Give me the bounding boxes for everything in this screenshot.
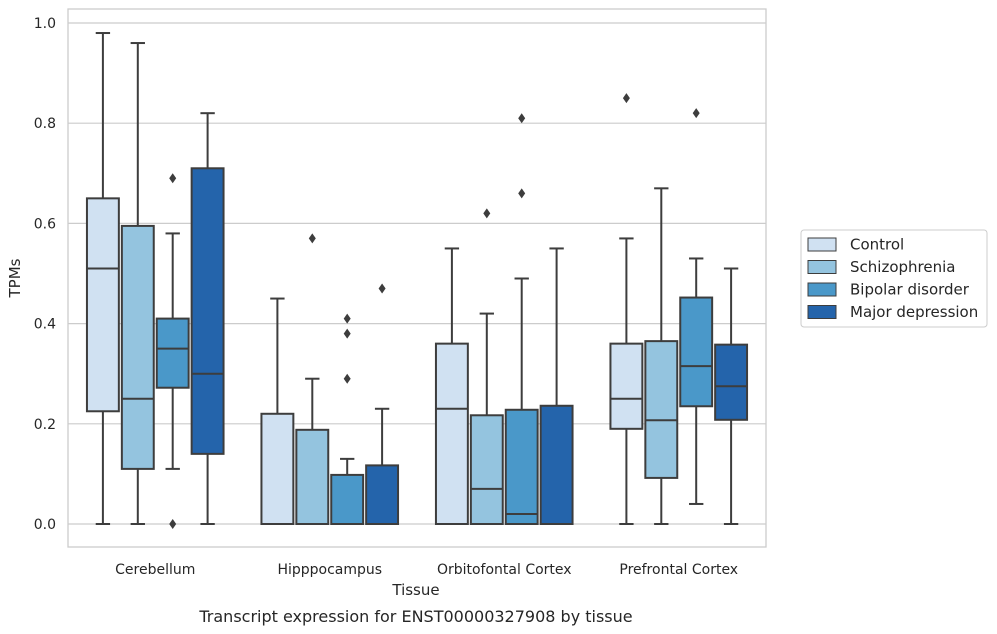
x-tick-label: Prefrontal Cortex — [619, 562, 738, 578]
outlier-marker — [343, 373, 351, 384]
outlier-marker — [343, 313, 351, 324]
box-iqr — [434, 342, 469, 526]
y-tick-label: 0.8 — [34, 116, 56, 132]
box-iqr — [504, 408, 539, 525]
box-iqr — [609, 342, 644, 430]
y-tick-label: 1.0 — [34, 16, 56, 32]
x-tick-labels: Cerebellum Hipppocampus Orbitofontal Corte… — [115, 562, 738, 578]
box-schizophrenia — [120, 42, 155, 525]
legend-label: Major depression — [850, 303, 978, 321]
x-tick-label: Cerebellum — [115, 562, 195, 578]
box-major-depression — [365, 283, 400, 525]
box-major-depression — [714, 267, 749, 525]
x-tick-label: Orbitofontal Cortex — [437, 562, 572, 578]
box-bipolar-disorder — [679, 108, 714, 505]
legend-swatch — [807, 260, 837, 274]
box-iqr — [295, 428, 330, 526]
outlier-marker — [622, 93, 630, 104]
box-iqr — [155, 317, 190, 389]
box-schizophrenia — [295, 233, 330, 526]
box-iqr — [714, 343, 749, 421]
outlier-marker — [692, 108, 700, 119]
box-iqr — [190, 167, 225, 455]
box-control — [609, 93, 644, 525]
box-iqr — [539, 404, 574, 526]
box-major-depression — [539, 247, 574, 526]
box-groups — [85, 32, 749, 529]
box-iqr — [120, 224, 155, 470]
y-tick-label: 0.4 — [34, 317, 56, 333]
box-iqr — [644, 340, 679, 479]
legend-swatch — [807, 282, 837, 297]
box-control — [260, 297, 295, 525]
box-major-depression — [190, 112, 225, 525]
box-schizophrenia — [469, 208, 504, 525]
box-control — [85, 32, 120, 525]
box-control — [434, 247, 469, 526]
y-axis-label: TPMs — [6, 258, 24, 298]
box-schizophrenia — [644, 187, 679, 525]
x-tick-label: Hipppocampus — [277, 562, 382, 578]
box-iqr — [260, 412, 295, 525]
outlier-marker — [518, 113, 526, 124]
legend-label: Control — [850, 236, 904, 254]
outlier-marker — [169, 519, 177, 529]
box-iqr — [330, 473, 365, 526]
y-tick-label: 0.0 — [34, 517, 56, 533]
box-bipolar-disorder — [330, 313, 365, 526]
y-tick-label: 0.6 — [34, 216, 56, 232]
outlier-marker — [343, 328, 351, 339]
legend: Control Schizophrenia Bipolar disorder Majo… — [800, 229, 988, 328]
box-iqr — [85, 197, 120, 413]
outlier-marker — [169, 173, 177, 184]
outlier-marker — [308, 233, 316, 244]
outlier-marker — [483, 208, 491, 219]
x-axis-label: Tissue — [391, 581, 439, 599]
y-tick-label: 0.2 — [34, 417, 56, 433]
box-iqr — [679, 296, 714, 408]
box-iqr — [469, 414, 504, 525]
outlier-marker — [518, 188, 526, 199]
box-bipolar-disorder — [504, 113, 539, 525]
y-tick-labels: 0.0 0.2 0.4 0.6 0.8 1.0 — [34, 16, 56, 533]
legend-frame — [800, 229, 988, 328]
legend-label: Schizophrenia — [850, 258, 955, 276]
box-bipolar-disorder — [155, 173, 190, 529]
legend-label: Bipolar disorder — [850, 281, 970, 299]
outlier-marker — [378, 283, 386, 294]
legend-swatch — [807, 237, 837, 252]
chart-caption: Transcript expression for ENST0000032790… — [198, 607, 632, 626]
plot-frame — [67, 8, 767, 548]
legend-swatch — [807, 305, 837, 319]
box-iqr — [365, 464, 400, 525]
